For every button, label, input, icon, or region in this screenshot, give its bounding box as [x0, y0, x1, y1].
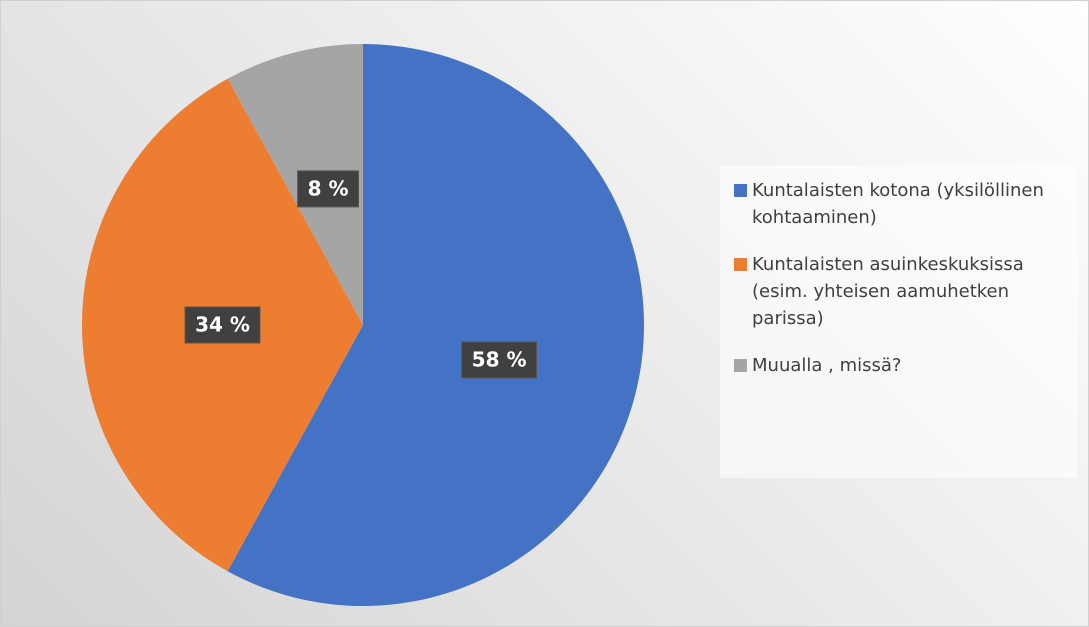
legend-swatch	[734, 184, 747, 197]
data-label-box	[184, 306, 261, 344]
data-label-group: 8 %	[297, 170, 360, 208]
legend-label: Kuntalaisten kotona (yksilöllinen kohtaa…	[752, 180, 1044, 228]
data-label-box	[461, 341, 538, 379]
legend-entry: Muualla , missä?	[734, 352, 1082, 379]
pie-slice	[227, 44, 363, 325]
data-label: 34 %	[195, 313, 250, 337]
data-label-box	[297, 170, 360, 208]
legend-swatch	[734, 359, 747, 372]
pie-slice	[227, 44, 645, 606]
legend-entry: Kuntalaisten asuinkeskuksissa (esim. yht…	[734, 251, 1082, 332]
legend-label: Kuntalaisten asuinkeskuksissa (esim. yht…	[752, 254, 1024, 329]
data-label: 58 %	[472, 347, 527, 371]
data-label-group: 34 %	[184, 306, 261, 344]
legend-label: Muualla , missä?	[752, 355, 902, 376]
legend-swatch	[734, 258, 747, 271]
legend: Kuntalaisten kotona (yksilöllinen kohtaa…	[720, 165, 1077, 478]
data-label-group: 58 %	[461, 341, 538, 379]
legend-entry: Kuntalaisten kotona (yksilöllinen kohtaa…	[734, 177, 1082, 231]
data-label: 8 %	[308, 176, 349, 200]
